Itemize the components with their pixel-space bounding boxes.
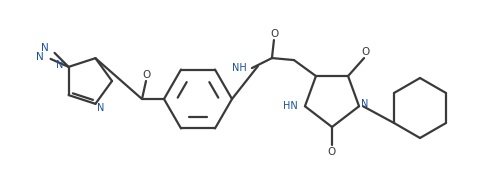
Text: N: N — [97, 103, 105, 113]
Text: O: O — [361, 47, 369, 57]
Text: O: O — [143, 70, 151, 80]
Text: HN: HN — [283, 101, 298, 111]
Text: N: N — [56, 60, 63, 70]
Text: N: N — [36, 52, 44, 62]
Text: O: O — [271, 29, 279, 39]
Text: O: O — [328, 147, 336, 157]
Text: N: N — [41, 43, 49, 53]
Text: NH: NH — [232, 63, 247, 73]
Text: N: N — [361, 99, 368, 109]
